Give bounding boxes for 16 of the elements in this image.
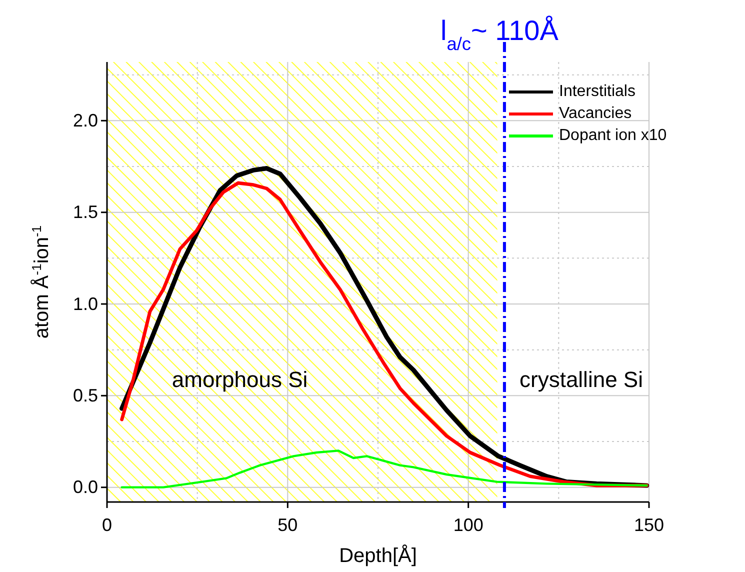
- ref-line-label: l$_{a/c}$~ 110Å: [440, 15, 559, 54]
- y-tick-label: 1.5: [72, 202, 98, 222]
- legend-label: Dopant ion x10: [559, 127, 667, 144]
- x-tick-label: 50: [278, 514, 298, 535]
- x-tick-label: 150: [634, 514, 664, 535]
- x-axis-title: Depth[Å]: [339, 544, 417, 567]
- y-tick-label: 2.0: [72, 110, 98, 130]
- line-series: [120, 450, 648, 488]
- x-tick-label: 0: [102, 514, 112, 535]
- x-tick-label: 100: [453, 514, 484, 535]
- legend-label: Vacancies: [559, 105, 632, 122]
- y-tick-label: 1.0: [72, 294, 98, 314]
- y-tick-label: 0.0: [72, 477, 98, 498]
- y-tick-label: 0.5: [72, 385, 98, 406]
- legend-label: Interstitials: [559, 83, 636, 100]
- annotation: crystalline Si: [520, 366, 643, 392]
